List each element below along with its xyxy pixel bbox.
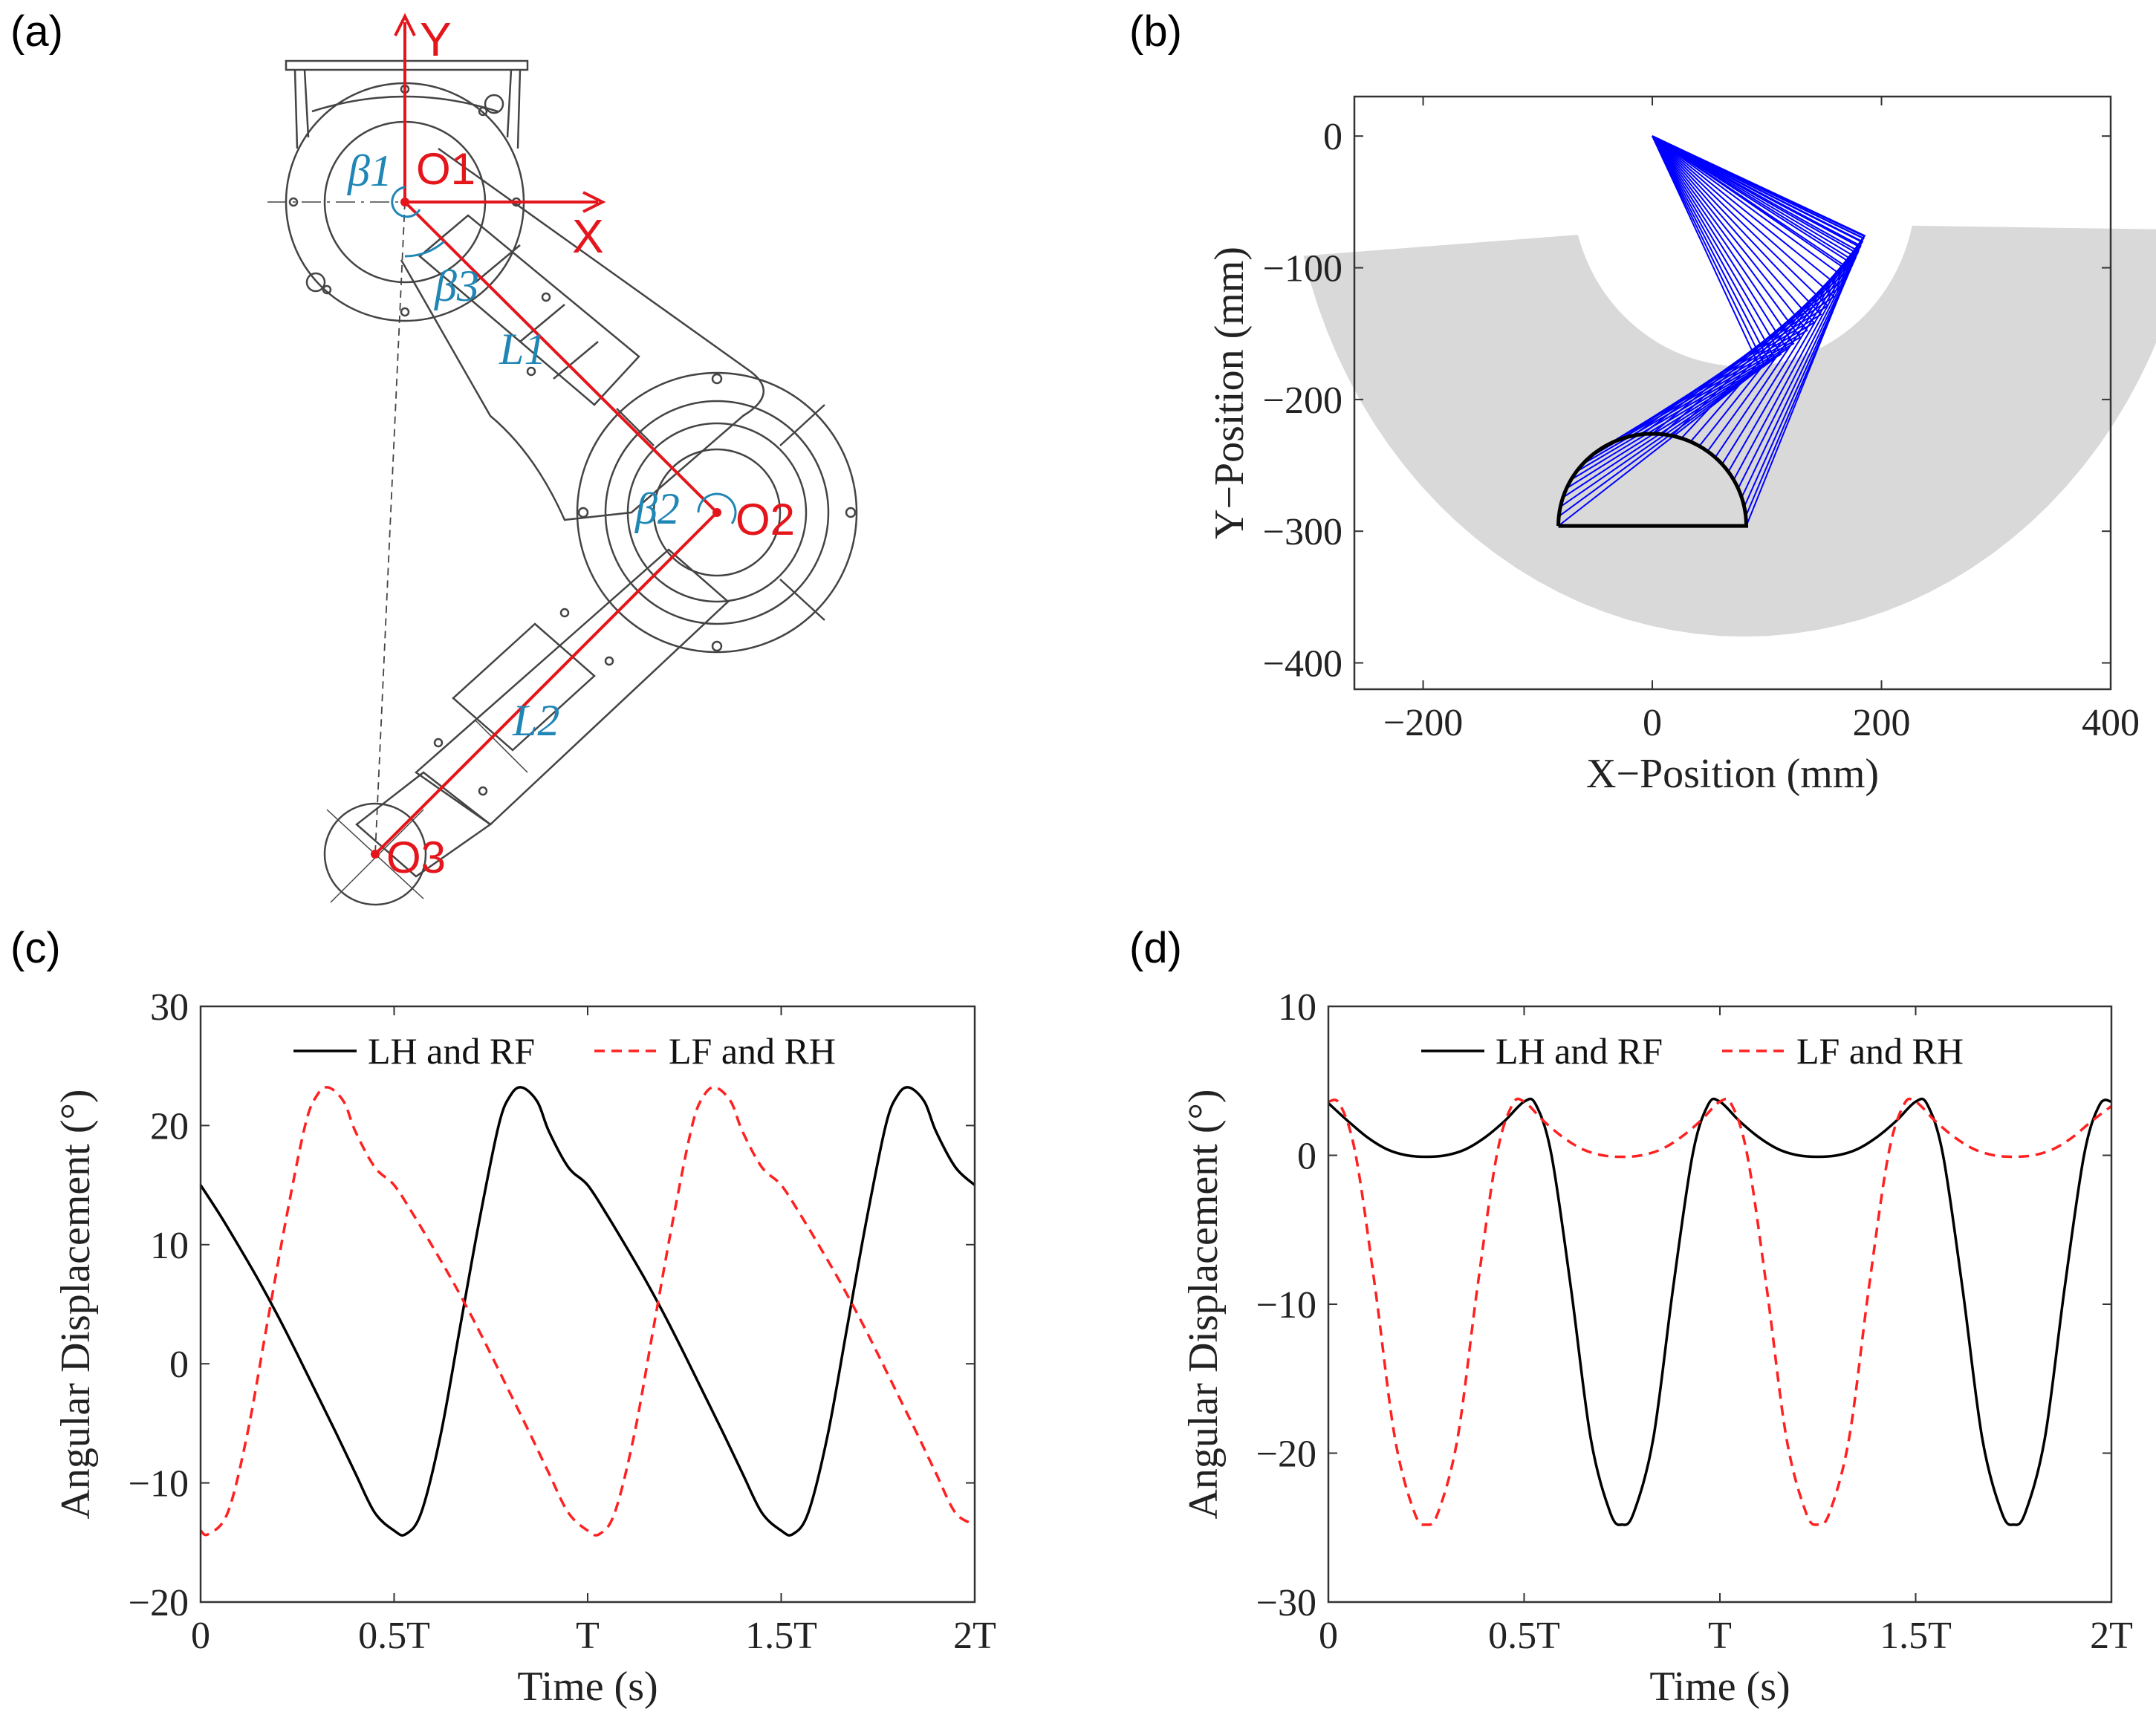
y-tick-label: −10 <box>129 1463 189 1505</box>
x-tick-label: 0.5T <box>1488 1615 1560 1657</box>
series-line-lf-rh <box>199 1086 975 1537</box>
panel-c-letter: (c) <box>10 924 61 972</box>
leg-link-pose <box>1570 135 1788 481</box>
legend-label-lh-rf: LH and RF <box>1496 1030 1663 1072</box>
beta3-arc <box>404 240 445 258</box>
x-tick-label: 0.5T <box>358 1615 430 1657</box>
leg-link-pose <box>1652 135 1862 489</box>
x-tick-label: T <box>1708 1615 1732 1657</box>
joint-o2-label: O2 <box>736 495 795 544</box>
leg-link-pose <box>1652 135 1854 517</box>
axis-x-label: X <box>572 209 604 263</box>
x-tick-label: 400 <box>2082 702 2140 744</box>
y-axis-title: Angular Displacement (°) <box>53 1089 99 1519</box>
y-tick-label: 20 <box>150 1105 189 1148</box>
joint-o3-dot <box>371 850 380 859</box>
foot-trajectory <box>1556 432 1749 528</box>
panel-d-letter: (d) <box>1129 924 1182 972</box>
x-arrowhead <box>582 191 606 213</box>
beta1-label: β1 <box>347 146 392 195</box>
beta2-label: β2 <box>634 484 680 533</box>
x-axis-title: Time (s) <box>517 1664 657 1710</box>
workspace-region <box>1303 225 2156 637</box>
y-tick-label: −20 <box>1256 1433 1316 1476</box>
knee-motor-housing <box>576 371 858 654</box>
y-tick-label: 0 <box>169 1344 189 1386</box>
y-tick-label: −200 <box>1263 380 1342 422</box>
joint-o1-dot <box>400 198 409 206</box>
x-tick-label: 2T <box>2090 1615 2133 1657</box>
leg-mechanism-diagram <box>267 59 858 906</box>
x-tick-label: T <box>576 1615 600 1657</box>
y-tick-label: −10 <box>1256 1284 1316 1327</box>
y-tick-label: 0 <box>1297 1136 1316 1178</box>
x-tick-label: 1.5T <box>1880 1615 1952 1657</box>
leg-link-pose <box>1623 135 1836 439</box>
x-tick-label: 0 <box>1643 702 1662 744</box>
panel-b-letter: (b) <box>1129 7 1182 56</box>
y-tick-label: −300 <box>1263 511 1342 553</box>
series-line-lf-rh <box>1328 1097 2113 1526</box>
series-line-lh-rf <box>199 1086 976 1537</box>
series-line-lh-rf <box>1327 1097 2112 1526</box>
hip-to-foot-dashed-line <box>374 201 406 855</box>
x-tick-label: −200 <box>1383 702 1463 744</box>
beta2-arc <box>697 492 737 524</box>
y-tick-label: 10 <box>150 1225 189 1267</box>
beta3-label: β3 <box>434 261 479 310</box>
y-axis-title: Y−Position (mm) <box>1207 247 1253 539</box>
beta1-arc <box>391 186 421 218</box>
plot-frame <box>1327 1005 2113 1604</box>
legend-label-lh-rf: LH and RF <box>368 1030 535 1072</box>
y-axis-title: Angular Displacement (°) <box>1181 1089 1227 1519</box>
link-l2-line <box>374 511 718 856</box>
lower-link <box>355 548 730 878</box>
joint-o2-dot <box>712 508 721 517</box>
chart-d-angular-displacement: 0 0.5T T 1.5T 2T 10 0 −10 −20 −30 Time (s) Angular … <box>1181 986 2133 1710</box>
y-tick-label: −100 <box>1263 248 1342 290</box>
leg-link-pose <box>1652 135 1857 507</box>
leg-link-pose <box>1652 135 1865 472</box>
y-arrowhead <box>394 13 416 36</box>
leg-link-pose <box>1652 135 1864 481</box>
x-tick-label: 1.5T <box>745 1615 817 1657</box>
legend-label-lf-rh: LF and RH <box>1796 1030 1964 1072</box>
leg-link-pose <box>1565 135 1782 489</box>
angle-arcs <box>391 186 737 524</box>
joint-o1-label: O1 <box>416 144 475 194</box>
leg-link-pose <box>1652 135 1850 527</box>
chart-c-angular-displacement: 0 0.5T T 1.5T 2T 30 20 10 0 −10 −20 Time (s) Angular… <box>53 986 996 1710</box>
legend-label-lf-rh: LF and RH <box>669 1030 836 1072</box>
l1-label: L1 <box>499 325 546 374</box>
x-tick-label: 200 <box>1853 702 1911 744</box>
y-tick-label: 30 <box>150 986 189 1029</box>
y-tick-label: 10 <box>1278 986 1316 1029</box>
y-tick-label: 0 <box>1323 116 1342 158</box>
upper-link <box>400 147 764 521</box>
mount-bracket <box>285 59 529 149</box>
x-axis-title: X−Position (mm) <box>1586 751 1879 797</box>
chart-b-workspace: −200 0 200 400 0 −100 −200 −300 −400 X−Position (… <box>1207 95 2156 797</box>
link-l1-line <box>403 201 718 514</box>
kinematic-frame <box>374 13 718 856</box>
x-axis-title: Time (s) <box>1649 1664 1790 1710</box>
x-tick-label: 0 <box>191 1615 210 1657</box>
joint-o3-label: O3 <box>386 833 446 882</box>
y-tick-label: −400 <box>1263 643 1342 686</box>
l2-label: L2 <box>512 696 559 745</box>
panel-a-letter: (a) <box>10 7 63 56</box>
leg-link-pose <box>1652 135 1860 498</box>
y-tick-label: −30 <box>1256 1582 1316 1624</box>
y-tick-label: −20 <box>129 1582 189 1624</box>
plot-frame <box>1353 95 2112 691</box>
x-tick-label: 2T <box>953 1615 996 1657</box>
x-tick-label: 0 <box>1319 1615 1338 1657</box>
leg-link-pose <box>1582 135 1802 465</box>
axis-y-label: Y <box>420 13 452 66</box>
